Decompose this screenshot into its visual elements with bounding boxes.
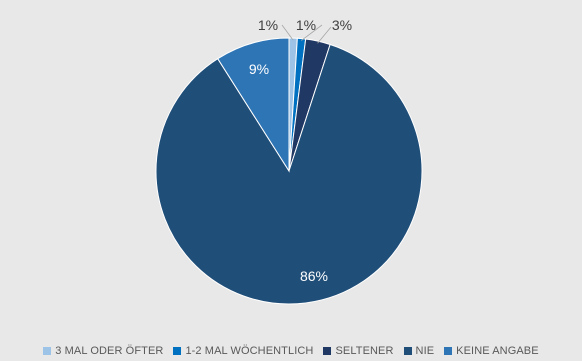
leader-line-seltener xyxy=(317,26,332,44)
legend-label: NIE xyxy=(415,345,435,357)
legend-swatch xyxy=(43,347,52,355)
leader-line-3-mal-oder-oefter xyxy=(281,24,294,41)
legend-label: KEINE ANGABE xyxy=(456,345,539,357)
pie-slice-nie xyxy=(155,43,423,305)
data-labels: 1% 1% 3% 86% 9% xyxy=(249,17,352,284)
data-label-3-mal-oder-oefter: 1% xyxy=(258,17,278,33)
legend-label: 3 MAL ODER ÖFTER xyxy=(55,345,164,357)
legend-swatch xyxy=(323,347,332,355)
data-label-nie: 86% xyxy=(300,268,328,284)
data-label-1-2-mal-woechentlich: 1% xyxy=(296,17,316,33)
legend-label: 1-2 MAL WÖCHENTLICH xyxy=(185,345,314,357)
legend-item-seltener: SELTENER xyxy=(323,345,393,357)
legend: 3 MAL ODER ÖFTER 1-2 MAL WÖCHENTLICH SELTE… xyxy=(0,343,582,359)
legend-item-1-2-mal-woechentlich: 1-2 MAL WÖCHENTLICH xyxy=(173,345,313,357)
data-label-keine-angabe: 9% xyxy=(249,61,269,77)
leader-lines xyxy=(281,24,332,44)
data-label-seltener: 3% xyxy=(332,17,352,33)
pie-slice-keine-angabe xyxy=(217,37,290,173)
legend-item-3-mal-oder-oefter: 3 MAL ODER ÖFTER xyxy=(43,345,163,357)
legend-swatch xyxy=(444,347,453,355)
legend-item-keine-angabe: KEINE ANGABE xyxy=(444,345,539,357)
legend-label: SELTENER xyxy=(335,345,394,357)
pie-slices xyxy=(155,37,423,305)
legend-swatch xyxy=(403,347,412,355)
legend-swatch xyxy=(173,347,182,355)
leader-line-1-2-mal-woechentlich xyxy=(301,24,323,41)
legend-item-nie: NIE xyxy=(403,345,435,357)
